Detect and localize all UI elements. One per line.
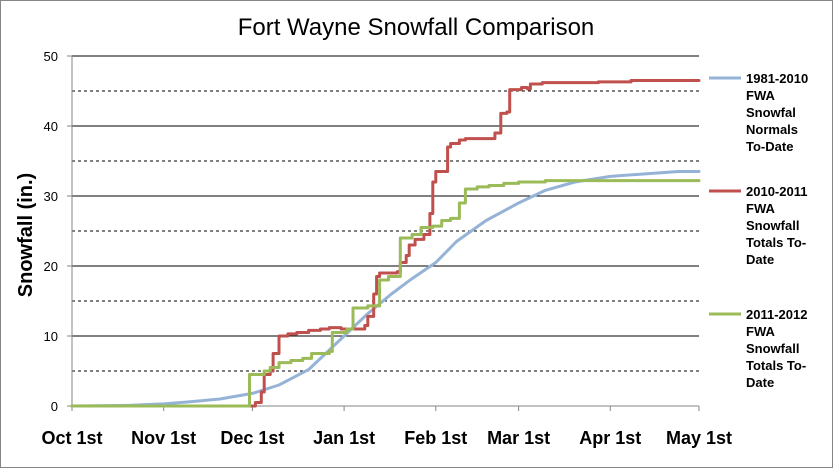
x-tick-label: Jan 1st: [313, 428, 375, 448]
legend-line: Date: [746, 375, 774, 390]
y-tick-label: 20: [44, 259, 58, 274]
legend: 1981-2010 FWA Snowfal Normals To-Date 2010-20…: [709, 71, 808, 390]
legend-line: Date: [746, 252, 774, 267]
legend-line: 2011-2012: [746, 307, 807, 322]
legend-line: FWA: [746, 88, 775, 103]
x-tick-label: Nov 1st: [131, 428, 196, 448]
x-tick-label: Apr 1st: [579, 428, 641, 448]
y-tick-label: 30: [44, 189, 58, 204]
x-tick-label: May 1st: [666, 428, 732, 448]
tick-labels: 0 10 20 30 40 50 Oct 1st Nov 1st Dec 1st Jan 1st F…: [41, 49, 732, 448]
legend-entry-1: 2010-2011 FWA Snowfall Totals To- Date: [746, 184, 807, 267]
x-tick-label: Feb 1st: [404, 428, 467, 448]
legend-line: To-Date: [746, 139, 793, 154]
chart-title: Fort Wayne Snowfall Comparison: [238, 14, 595, 41]
series-line-2: [70, 179, 701, 408]
y-tick-label: 10: [44, 329, 58, 344]
legend-entry-0: 1981-2010 FWA Snowfal Normals To-Date: [746, 71, 808, 154]
legend-line: Totals To-: [746, 358, 806, 373]
legend-line: FWA: [746, 324, 775, 339]
legend-line: Snowfal: [746, 105, 796, 120]
x-tick-label: Mar 1st: [487, 428, 550, 448]
legend-line: 2010-2011: [746, 184, 807, 199]
axes: [67, 55, 700, 411]
legend-entry-2: 2011-2012 FWA Snowfall Totals To- Date: [746, 307, 807, 390]
series-line-1: [70, 79, 701, 408]
y-tick-label: 50: [44, 49, 58, 64]
y-axis-label: Snowfall (in.): [15, 173, 37, 297]
gridlines: [72, 55, 699, 372]
x-tick-label: Dec 1st: [220, 428, 284, 448]
legend-line: Snowfall: [746, 341, 799, 356]
legend-line: 1981-2010: [746, 71, 808, 86]
x-tick-label: Oct 1st: [41, 428, 102, 448]
series-lines: [70, 79, 701, 408]
legend-line: Totals To-: [746, 235, 806, 250]
legend-line: Normals: [746, 122, 798, 137]
legend-line: Snowfall: [746, 218, 799, 233]
y-tick-label: 0: [51, 399, 58, 414]
legend-line: FWA: [746, 201, 775, 216]
y-tick-label: 40: [44, 119, 58, 134]
